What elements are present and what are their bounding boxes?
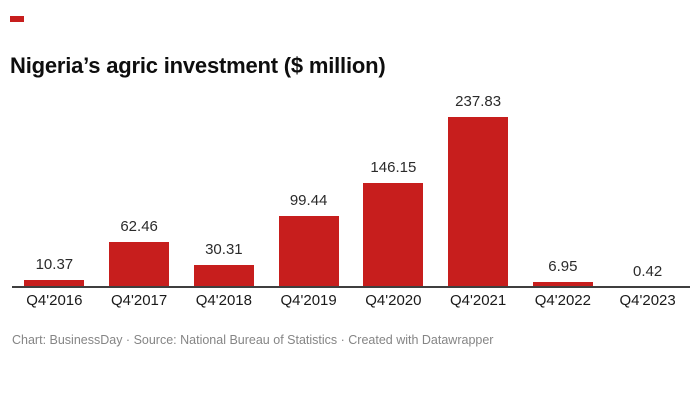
bar [448, 117, 509, 287]
bar [532, 282, 593, 287]
x-axis-line [12, 286, 690, 288]
x-axis-tick-label: Q4'2021 [450, 292, 507, 309]
bar-column: 62.46 [97, 218, 182, 287]
bar-value-label: 237.83 [455, 93, 502, 110]
bar-chart: 10.37 62.46 30.31 99.44 146.15 237.83 6.95 0.42 [12, 88, 690, 287]
bar-column: 6.95 [521, 258, 606, 287]
x-axis-labels: Q4'2016 Q4'2017 Q4'2018 Q4'2019 Q4'2020 Q4'20… [12, 292, 690, 310]
bar [24, 279, 85, 287]
bar-value-label: 10.37 [35, 255, 74, 273]
bar [363, 182, 424, 287]
x-axis-tick-label: Q4'2017 [111, 292, 168, 309]
bar-column: 146.15 [351, 158, 436, 287]
bar-column: 30.31 [182, 241, 267, 287]
bar-value-label: 6.95 [548, 258, 578, 275]
bar [193, 265, 254, 287]
x-axis-tick-label: Q4'2022 [534, 292, 591, 309]
bar [109, 242, 170, 287]
bar-column: 10.37 [12, 256, 97, 287]
brand-mark [10, 16, 24, 22]
x-axis-tick-label: Q4'2018 [195, 292, 252, 309]
x-axis-tick-label: Q4'2019 [280, 292, 337, 309]
x-axis-tick-label: Q4'2020 [365, 292, 422, 309]
bar-value-label: 62.46 [120, 218, 158, 236]
chart-footer: Chart: BusinessDay · Source: National Bu… [12, 333, 494, 347]
bar-column: 237.83 [436, 93, 521, 287]
bar-value-label: 99.44 [289, 191, 328, 209]
chart-title: Nigeria’s agric investment ($ million) [10, 53, 386, 78]
bar-value-label: 146.15 [370, 158, 417, 176]
bar [278, 215, 339, 287]
x-axis-tick-label: Q4'2016 [26, 292, 83, 309]
bar-column: 0.42 [605, 263, 690, 287]
bar-value-label: 30.31 [205, 241, 243, 259]
bar-column: 99.44 [266, 192, 351, 287]
bar-value-label: 0.42 [633, 263, 663, 280]
x-axis-tick-label: Q4'2023 [619, 292, 676, 309]
